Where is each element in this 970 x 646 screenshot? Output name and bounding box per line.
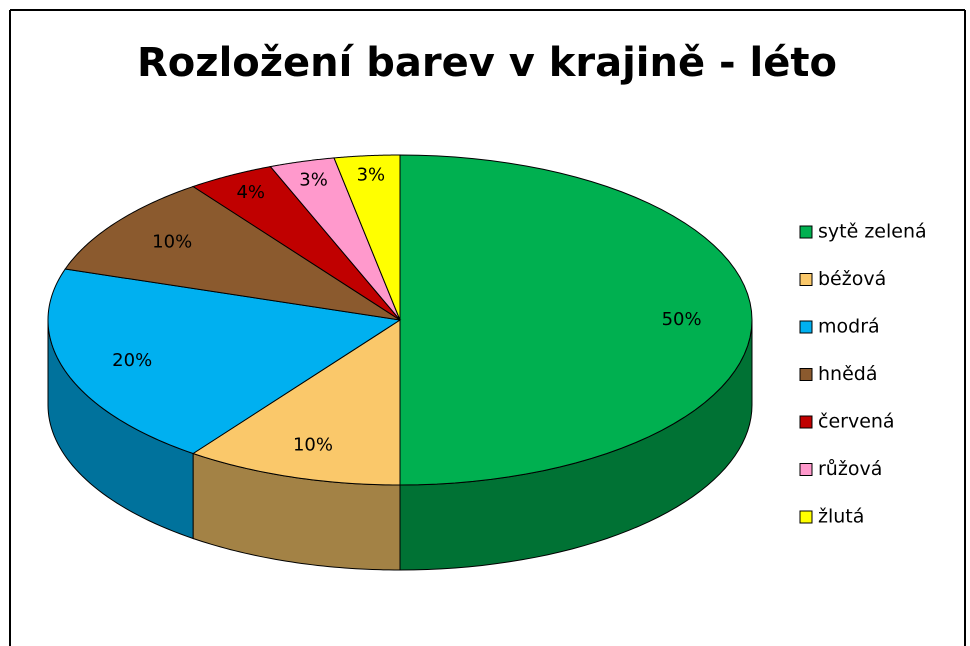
legend-swatch bbox=[799, 415, 813, 429]
data-label: 3% bbox=[357, 164, 386, 185]
slice bbox=[191, 319, 401, 486]
legend-swatch bbox=[799, 320, 813, 334]
slice bbox=[269, 157, 401, 321]
slice-side-shade bbox=[48, 320, 194, 539]
legend-label: červená bbox=[818, 411, 895, 433]
legend-label: hnědá bbox=[818, 363, 877, 385]
slice bbox=[64, 185, 401, 321]
legend-label: žlutá bbox=[818, 506, 864, 528]
legend-swatch bbox=[799, 510, 813, 524]
slice bbox=[47, 268, 402, 455]
legend-label: sytě zelená bbox=[818, 221, 927, 243]
data-label: 4% bbox=[236, 182, 265, 203]
legend-label: růžová bbox=[818, 458, 882, 480]
legend-swatch bbox=[799, 225, 813, 239]
slice bbox=[399, 154, 753, 486]
legend-swatch bbox=[799, 463, 813, 476]
data-label: 3% bbox=[299, 170, 328, 191]
chart-title: Rozložení barev v krajině - léto bbox=[137, 40, 837, 86]
data-label: 50% bbox=[662, 309, 702, 330]
legend-label: modrá bbox=[818, 316, 880, 338]
legend-swatch bbox=[799, 368, 813, 381]
legend-swatch bbox=[799, 273, 813, 286]
legend-label: béžová bbox=[818, 268, 886, 290]
slice-side-shade bbox=[193, 453, 400, 570]
slice bbox=[191, 166, 401, 321]
data-label: 10% bbox=[152, 231, 192, 252]
data-label: 20% bbox=[112, 350, 152, 371]
slice-side-shade bbox=[400, 320, 752, 570]
slice bbox=[333, 154, 401, 321]
data-label: 10% bbox=[293, 435, 333, 456]
